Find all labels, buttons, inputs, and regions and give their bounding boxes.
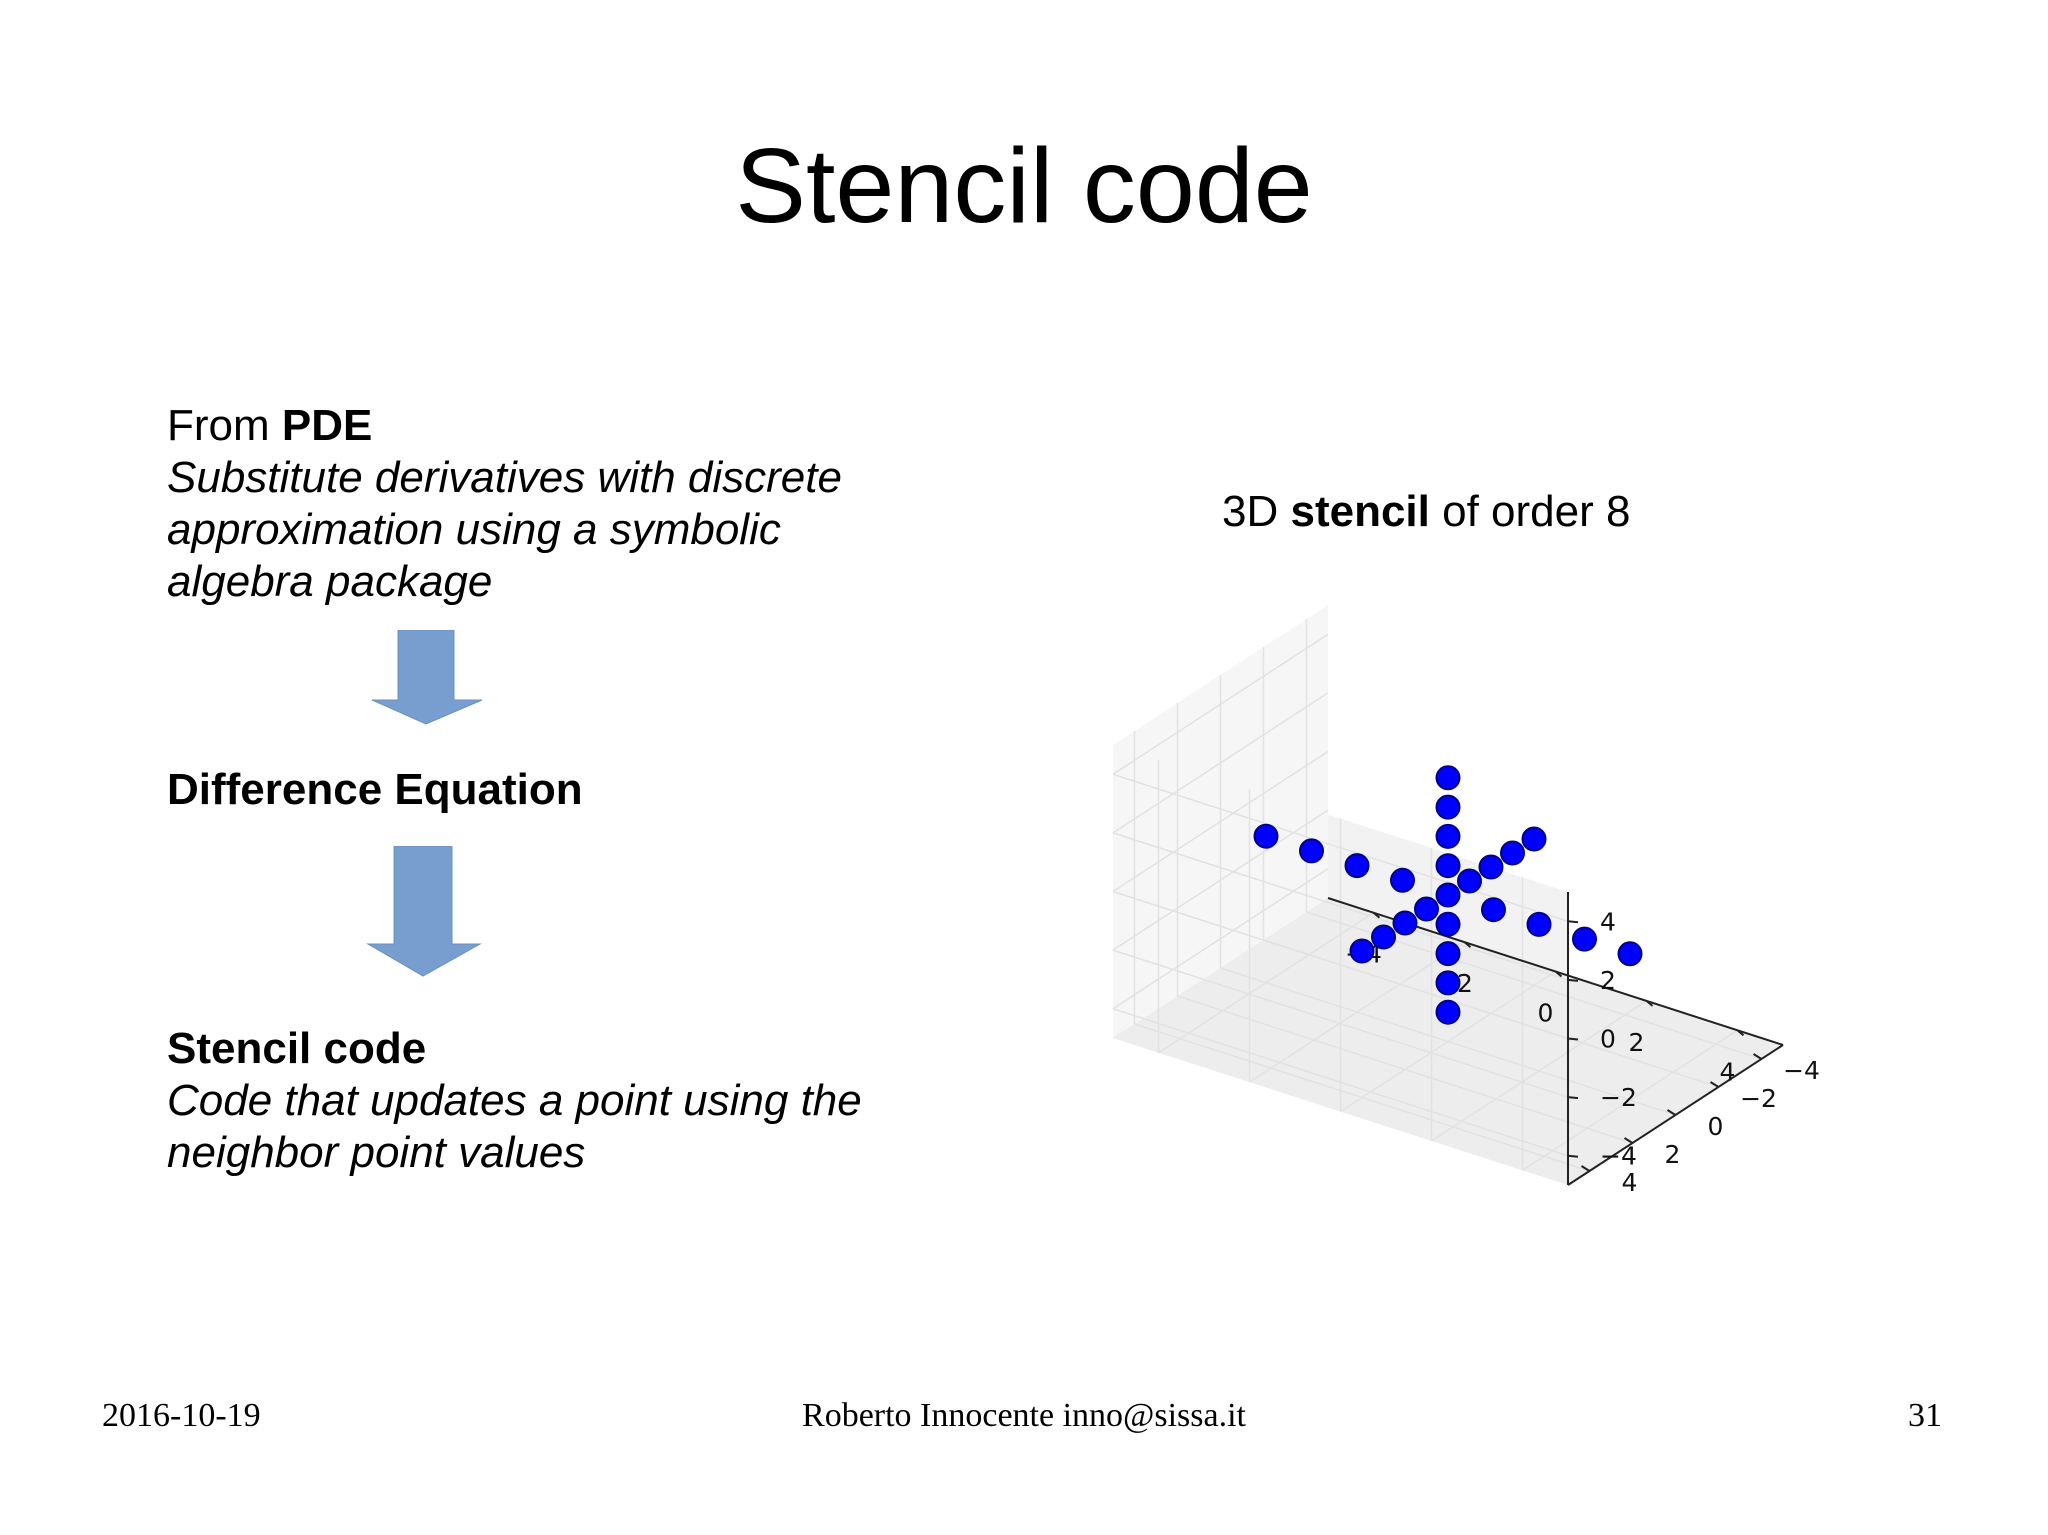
stencil-point — [1572, 926, 1597, 952]
grid-line — [1177, 995, 1633, 1144]
pde-prefix: From — [167, 401, 282, 450]
y-tick — [1623, 1137, 1634, 1144]
y-tick — [1752, 1053, 1763, 1060]
x-tick — [1736, 1029, 1745, 1037]
plot-caption-pre: 3D — [1222, 487, 1291, 536]
stencil-point — [1435, 882, 1461, 908]
stencil-point — [1500, 840, 1525, 866]
stencil-point — [1253, 823, 1279, 849]
x-tick-label: 0 — [1538, 999, 1554, 1028]
stencil-point — [1521, 826, 1547, 852]
footer-date: 2016-10-19 — [102, 1397, 261, 1434]
stencil-point — [1299, 838, 1324, 864]
z-tick — [1567, 1037, 1579, 1041]
grid-line — [1112, 890, 1569, 1040]
y-tick-label: 0 — [1708, 1112, 1724, 1141]
grid-line — [1112, 750, 1329, 893]
stencil-point — [1478, 854, 1504, 880]
y-tick — [1709, 1081, 1720, 1088]
slide-title: Stencil code — [735, 127, 1313, 245]
y-tick-label: 2 — [1665, 1140, 1681, 1169]
y-tick — [1580, 1165, 1591, 1172]
plot-caption-post: order 8 — [1491, 487, 1631, 536]
stencil-code-heading: Stencil code — [167, 1024, 427, 1073]
z-tick-label: −2 — [1600, 1083, 1637, 1112]
stencil-point — [1435, 941, 1461, 967]
pde-heading: From PDE — [167, 400, 842, 452]
footer-author: Roberto Innocente inno@sissa.it — [802, 1397, 1246, 1434]
plot-caption: 3D stencil of order 8 — [1222, 486, 1630, 538]
plot-caption-bold: stencil — [1290, 487, 1430, 536]
stencil-point — [1481, 897, 1506, 923]
z-tick — [1567, 920, 1579, 924]
x-tick — [1463, 941, 1472, 948]
stencil-point — [1392, 910, 1418, 936]
grid-line — [1134, 1023, 1590, 1172]
z-tick-label: −4 — [1600, 1142, 1637, 1171]
stencil-point — [1457, 868, 1482, 894]
y-tick-label: 4 — [1622, 1168, 1638, 1197]
footer-page-number: 31 — [1908, 1397, 1942, 1434]
pde-line-2: approximation using a symbolic — [167, 505, 781, 554]
pde-line-1: Substitute derivatives with discrete — [167, 453, 842, 502]
stencil-point — [1344, 853, 1370, 879]
pde-line-3: algebra package — [167, 557, 493, 606]
z-tick — [1567, 1096, 1579, 1100]
grid-line — [1220, 967, 1676, 1116]
y-tick-label: −2 — [1740, 1084, 1777, 1113]
x-tick — [1645, 1000, 1654, 1007]
z-tick — [1567, 978, 1579, 982]
stencil-point — [1435, 765, 1461, 791]
z-tick — [1567, 1154, 1579, 1158]
stencil-line-2: neighbor point values — [167, 1128, 586, 1177]
stencil-point — [1435, 970, 1461, 996]
difference-equation-label: Difference Equation — [167, 765, 583, 814]
stencil-point — [1349, 938, 1375, 964]
stencil-point — [1435, 999, 1461, 1025]
y-tick-label: −4 — [1783, 1056, 1820, 1085]
z-tick-label: 2 — [1600, 966, 1616, 995]
pde-label: PDE — [281, 401, 373, 450]
pde-block: From PDE Substitute derivatives with dis… — [167, 400, 842, 608]
grid-line — [1112, 692, 1329, 834]
down-arrow-icon — [371, 630, 483, 725]
stencil-point — [1414, 896, 1439, 922]
stencil-point — [1526, 911, 1552, 937]
stencil-code-block: Stencil code Code that updates a point u… — [167, 1023, 862, 1179]
grid-line — [1112, 832, 1569, 981]
stencil-point — [1435, 823, 1461, 849]
grid-line — [1522, 1029, 1738, 1171]
z-tick-label: 0 — [1600, 1025, 1616, 1054]
plot-caption-mid: of — [1429, 487, 1492, 536]
stencil-point — [1435, 853, 1461, 879]
stencil-line-1: Code that updates a point using the — [167, 1076, 862, 1125]
z-tick-label: 4 — [1600, 907, 1616, 936]
grid-line — [1112, 633, 1329, 775]
stencil-point — [1435, 911, 1461, 937]
x-tick-label: 4 — [1720, 1057, 1736, 1086]
stencil-point — [1435, 794, 1461, 820]
stencil-point — [1617, 941, 1643, 967]
grid-line — [1431, 1000, 1647, 1142]
stencil-point — [1371, 924, 1396, 950]
down-arrow-icon — [366, 846, 482, 977]
stencil-point — [1390, 867, 1415, 893]
x-tick — [1372, 911, 1381, 919]
y-tick — [1666, 1109, 1677, 1116]
x-tick-label: 2 — [1629, 1028, 1645, 1057]
grid-line — [1112, 773, 1569, 923]
x-tick — [1554, 970, 1563, 978]
